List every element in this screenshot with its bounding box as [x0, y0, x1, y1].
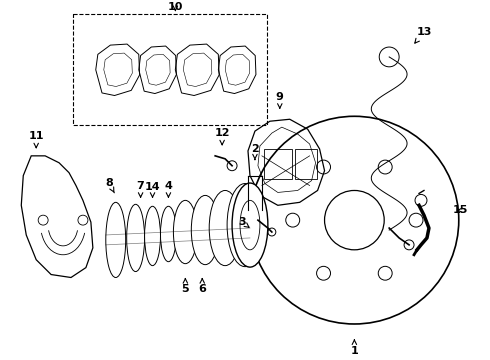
Text: 10: 10	[168, 3, 183, 13]
Text: 6: 6	[198, 279, 206, 294]
Ellipse shape	[127, 204, 145, 271]
Text: 11: 11	[28, 131, 44, 148]
Ellipse shape	[232, 183, 268, 267]
Text: 13: 13	[415, 27, 432, 43]
Text: 7: 7	[137, 180, 145, 197]
Ellipse shape	[161, 206, 176, 262]
Text: 2: 2	[251, 144, 259, 159]
Ellipse shape	[106, 202, 125, 278]
Bar	[73, 14, 267, 125]
Ellipse shape	[191, 195, 219, 265]
Ellipse shape	[173, 201, 197, 264]
Ellipse shape	[209, 190, 241, 266]
Text: 8: 8	[105, 177, 114, 193]
Bar	[294, 149, 317, 179]
Ellipse shape	[145, 206, 161, 266]
Text: 14: 14	[145, 181, 160, 197]
Text: 9: 9	[276, 91, 284, 108]
Ellipse shape	[227, 184, 263, 267]
Text: 4: 4	[165, 180, 172, 197]
Text: 15: 15	[453, 205, 468, 215]
Text: 12: 12	[215, 128, 230, 145]
Bar	[264, 149, 292, 179]
Text: 3: 3	[238, 217, 249, 228]
Text: 1: 1	[350, 340, 358, 356]
Text: 5: 5	[181, 279, 189, 294]
